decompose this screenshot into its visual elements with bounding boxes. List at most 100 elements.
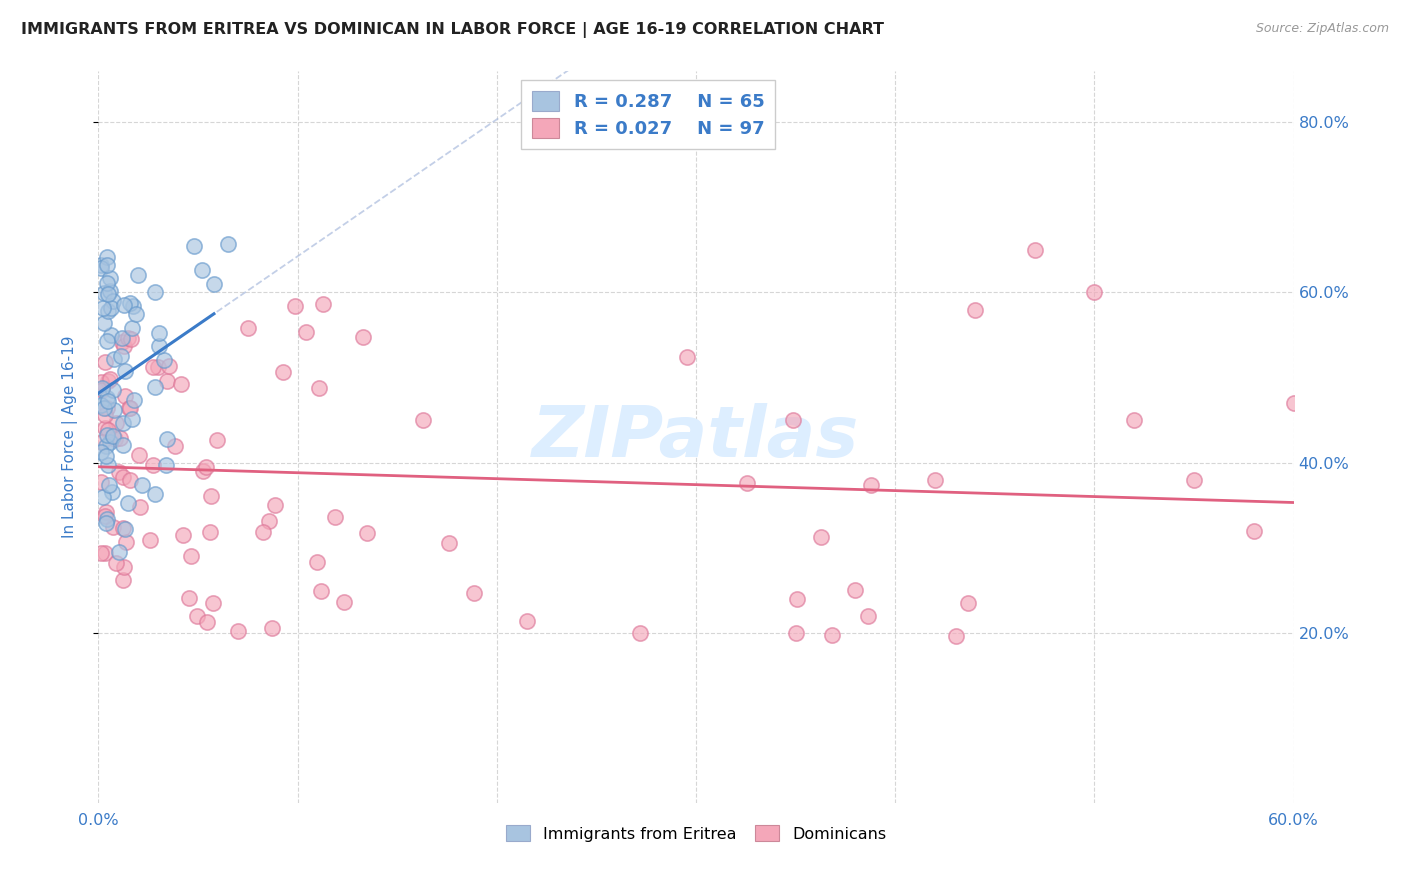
Point — [963, 302, 986, 317]
Point — [120, 401, 142, 416]
Point — [226, 624, 249, 638]
Point — [93, 490, 115, 504]
Point — [157, 359, 180, 373]
Point — [93, 401, 115, 415]
Point — [96, 258, 118, 272]
Point — [97, 304, 120, 318]
Point — [143, 285, 166, 299]
Point — [114, 389, 136, 403]
Point — [97, 458, 120, 473]
Point — [191, 263, 214, 277]
Point — [97, 394, 120, 409]
Point — [112, 339, 135, 353]
Point — [127, 268, 149, 282]
Point — [96, 334, 118, 348]
Point — [96, 250, 118, 264]
Point — [860, 478, 883, 492]
Point — [91, 381, 114, 395]
Point — [118, 401, 141, 416]
Point — [103, 351, 125, 366]
Point — [217, 237, 239, 252]
Point — [309, 583, 332, 598]
Point — [97, 287, 120, 301]
Point — [146, 360, 169, 375]
Point — [308, 381, 330, 395]
Point — [201, 596, 224, 610]
Point — [257, 514, 280, 528]
Point — [437, 536, 460, 550]
Point — [844, 583, 866, 598]
Point — [93, 509, 115, 524]
Point — [207, 434, 229, 448]
Point — [110, 349, 132, 363]
Point — [107, 545, 129, 559]
Point — [96, 511, 118, 525]
Point — [111, 469, 134, 483]
Point — [143, 380, 166, 394]
Point — [183, 239, 205, 253]
Point — [271, 365, 294, 379]
Point — [148, 339, 170, 353]
Point — [93, 286, 115, 301]
Point — [97, 423, 120, 437]
Point — [676, 350, 699, 364]
Point — [252, 525, 274, 540]
Point — [103, 402, 125, 417]
Point — [820, 628, 842, 642]
Point — [104, 432, 127, 446]
Point — [90, 258, 112, 272]
Point — [139, 533, 162, 548]
Point — [142, 359, 165, 374]
Point — [111, 334, 134, 349]
Point — [112, 417, 135, 431]
Point — [172, 528, 194, 542]
Point — [91, 435, 114, 450]
Point — [856, 609, 879, 624]
Point — [120, 333, 142, 347]
Point — [91, 301, 114, 315]
Point — [120, 473, 142, 487]
Point — [103, 429, 125, 443]
Point — [735, 475, 758, 490]
Point — [194, 459, 217, 474]
Point — [121, 299, 143, 313]
Point — [98, 284, 121, 298]
Point — [101, 383, 124, 397]
Point — [111, 573, 134, 587]
Point — [236, 321, 259, 335]
Point — [143, 486, 166, 500]
Point — [90, 445, 112, 459]
Point — [195, 615, 218, 630]
Point — [924, 473, 946, 487]
Point — [111, 438, 134, 452]
Point — [114, 522, 136, 536]
Text: ZIPatlas: ZIPatlas — [533, 402, 859, 472]
Point — [114, 363, 136, 377]
Point — [356, 525, 378, 540]
Point — [956, 596, 979, 610]
Point — [96, 428, 118, 442]
Point — [202, 277, 225, 292]
Point — [782, 412, 804, 426]
Point — [186, 608, 208, 623]
Point — [463, 585, 485, 599]
Point — [90, 383, 112, 397]
Point — [1083, 285, 1105, 300]
Point — [260, 622, 283, 636]
Point — [129, 500, 152, 515]
Point — [104, 557, 127, 571]
Point — [264, 498, 287, 512]
Point — [155, 374, 177, 388]
Point — [100, 301, 122, 315]
Point — [90, 375, 112, 389]
Point — [90, 399, 112, 413]
Point — [177, 591, 200, 606]
Point — [93, 317, 115, 331]
Point — [312, 297, 335, 311]
Point — [94, 439, 117, 453]
Point — [412, 412, 434, 426]
Point — [96, 391, 118, 405]
Point — [120, 296, 142, 310]
Point — [100, 372, 122, 386]
Point — [1123, 413, 1146, 427]
